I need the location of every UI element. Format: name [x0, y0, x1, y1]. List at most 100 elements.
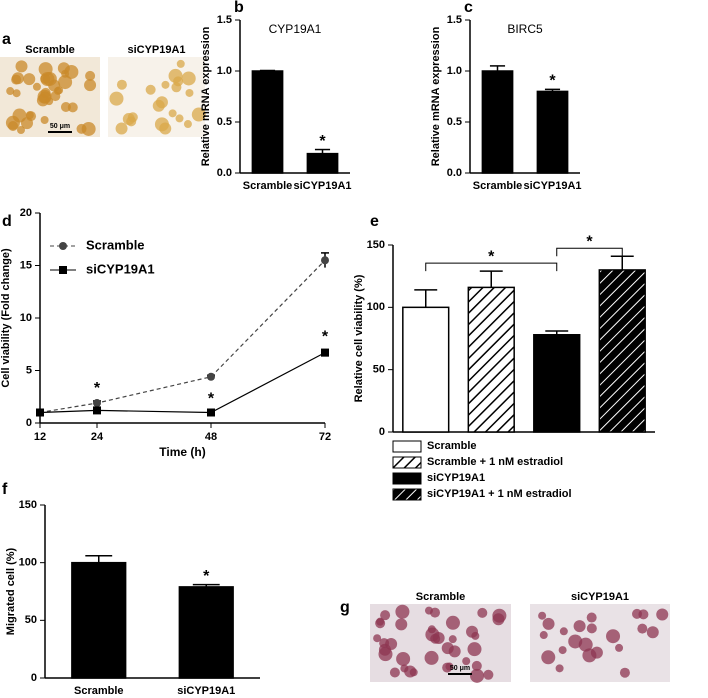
image-caption: Scramble [416, 591, 466, 603]
bar [71, 561, 127, 679]
legend-swatch [392, 488, 422, 501]
chart-title: BIRC5 [507, 22, 543, 36]
y-tick-label: 20 [20, 207, 32, 219]
marker [36, 408, 44, 417]
cell [582, 648, 597, 663]
y-tick-label: 100 [19, 557, 37, 569]
cell [471, 660, 482, 671]
y-tick-label: 150 [367, 239, 385, 251]
marker [207, 372, 215, 381]
marker [321, 348, 329, 357]
cell [25, 111, 34, 120]
y-tick-label: 0 [26, 417, 32, 429]
cell [185, 88, 194, 97]
cell [85, 70, 96, 81]
cell [558, 646, 567, 655]
marker [207, 408, 215, 417]
cell [538, 611, 547, 620]
cell [11, 72, 24, 85]
series-line [39, 352, 326, 414]
cell [586, 623, 597, 634]
comparison-bracket [425, 262, 558, 272]
panel-label: f [2, 481, 8, 498]
cell [84, 79, 97, 92]
scale-bar-label: 50 μm [50, 123, 70, 130]
cell [492, 613, 505, 626]
significance-mark: * [549, 73, 556, 90]
cell [55, 86, 64, 95]
x-tick-label: 12 [34, 431, 46, 443]
cell [606, 629, 621, 644]
y-tick-label: 1.5 [217, 14, 232, 26]
cell [155, 96, 168, 109]
image-caption: Scramble [25, 44, 75, 56]
cell [127, 112, 138, 123]
legend-label: Scramble [86, 237, 145, 252]
cell [467, 642, 482, 657]
y-tick-label: 0.5 [447, 116, 462, 128]
cell [539, 631, 548, 640]
significance-mark: * [203, 568, 210, 585]
cell [430, 633, 441, 644]
panel-label: b [234, 0, 244, 16]
cell [154, 117, 169, 132]
cell [389, 667, 400, 678]
cell [175, 114, 184, 123]
cell [395, 604, 410, 619]
x-tick-label: 72 [319, 431, 331, 443]
significance-mark: * [586, 233, 593, 250]
y-tick-label: 50 [25, 614, 37, 626]
x-tick-label: siCYP19A1 [177, 685, 235, 697]
cell [373, 634, 382, 643]
bar [481, 70, 514, 174]
chart-title: CYP19A1 [269, 22, 322, 36]
marker [93, 399, 101, 408]
cell [477, 607, 488, 618]
significance-mark: * [208, 391, 215, 408]
cell [646, 626, 659, 639]
legend-marker [59, 266, 67, 274]
cell [656, 608, 669, 621]
cell [448, 635, 457, 644]
cell [637, 623, 648, 634]
x-tick-label: 24 [91, 431, 104, 443]
cell [16, 126, 25, 135]
cell [8, 120, 19, 131]
cell [21, 117, 34, 130]
cell [23, 73, 36, 86]
legend-label: siCYP19A1 [86, 261, 155, 276]
y-tick-label: 0 [379, 426, 385, 438]
cell [638, 609, 649, 620]
cell [145, 84, 156, 95]
bar [467, 286, 515, 433]
y-axis-label: Relative mRNA expression [430, 26, 442, 166]
bar [251, 70, 284, 174]
panel-label: c [464, 0, 473, 16]
cell [555, 664, 564, 673]
cell [448, 645, 461, 658]
x-tick-label: Scramble [243, 180, 293, 192]
cell [541, 650, 556, 665]
legend-label: Scramble [427, 440, 477, 452]
cell [424, 650, 439, 665]
legend-label: siCYP19A1 + 1 nM estradiol [427, 488, 572, 500]
panel-label: a [2, 31, 11, 48]
y-tick-label: 150 [19, 499, 37, 511]
cell [483, 669, 494, 680]
panel-label: g [340, 599, 350, 616]
y-tick-label: 1.5 [447, 14, 462, 26]
cell [15, 60, 28, 73]
cell [38, 62, 53, 77]
y-tick-label: 1.0 [447, 65, 462, 77]
bar [402, 306, 450, 433]
bar [178, 586, 234, 679]
y-tick-label: 1.0 [217, 65, 232, 77]
bar [533, 334, 581, 433]
cell [168, 109, 177, 118]
y-axis-label: Relative cell viability (%) [353, 274, 365, 402]
cell [181, 71, 196, 86]
cell [615, 643, 624, 652]
legend-swatch [392, 440, 422, 453]
cell [171, 82, 182, 93]
